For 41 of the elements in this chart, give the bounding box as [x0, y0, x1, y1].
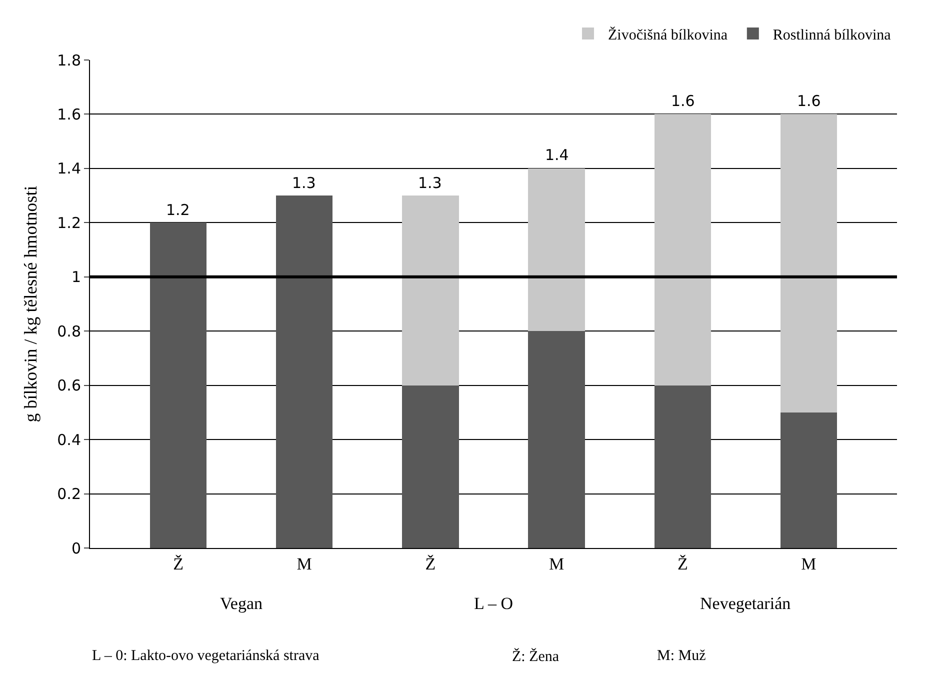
y-tick-label: 1.2 [57, 214, 81, 232]
bar [402, 196, 459, 386]
text: Vegan [220, 594, 263, 613]
y-tick-label: 0.6 [57, 376, 81, 395]
y-tick-label: 1.4 [57, 160, 81, 178]
total-label: 1.6 [797, 92, 821, 110]
y-tick-label: 1.8 [57, 51, 81, 70]
legend-label: Živočišná bílkovina [608, 26, 728, 44]
bar [780, 412, 838, 548]
bar [150, 222, 207, 548]
legend-label: Rostlinná bílkovina [772, 27, 892, 44]
text: L – 0: Lakto-ovo vegetariánská strava [92, 648, 320, 664]
x-tick-label: Ž [173, 554, 184, 574]
bar [402, 385, 459, 548]
text: Ž: Žena [512, 648, 560, 665]
text: M: Muž [657, 648, 706, 664]
bar [528, 168, 585, 332]
bar [276, 196, 333, 548]
bar [528, 331, 585, 548]
bar [654, 385, 712, 548]
total-label: 1.3 [418, 174, 442, 192]
text: Nevegetarián [700, 594, 792, 613]
bar [654, 114, 712, 386]
y-tick-label: 0.4 [57, 430, 81, 449]
total-label: 1.6 [671, 92, 695, 110]
total-label: 1.3 [292, 174, 316, 192]
y-tick-label: 0 [71, 539, 81, 558]
x-tick-label: M [801, 554, 816, 574]
y-tick-label: 0.2 [57, 485, 81, 504]
y-axis-title: g bílkovin / kg tělesné hmotnosti [20, 186, 40, 422]
x-tick-label: Ž [425, 554, 436, 574]
total-label: 1.2 [166, 201, 190, 219]
y-tick-label: 1.6 [57, 105, 81, 124]
x-tick-label: M [548, 554, 564, 574]
y-tick-label: 1 [71, 268, 81, 286]
x-tick-label: M [296, 554, 312, 574]
y-tick-label: 0.8 [57, 322, 81, 340]
x-tick-label: Ž [677, 554, 688, 574]
total-label: 1.4 [545, 146, 569, 164]
bar [780, 114, 838, 412]
text: L – O [474, 594, 514, 613]
